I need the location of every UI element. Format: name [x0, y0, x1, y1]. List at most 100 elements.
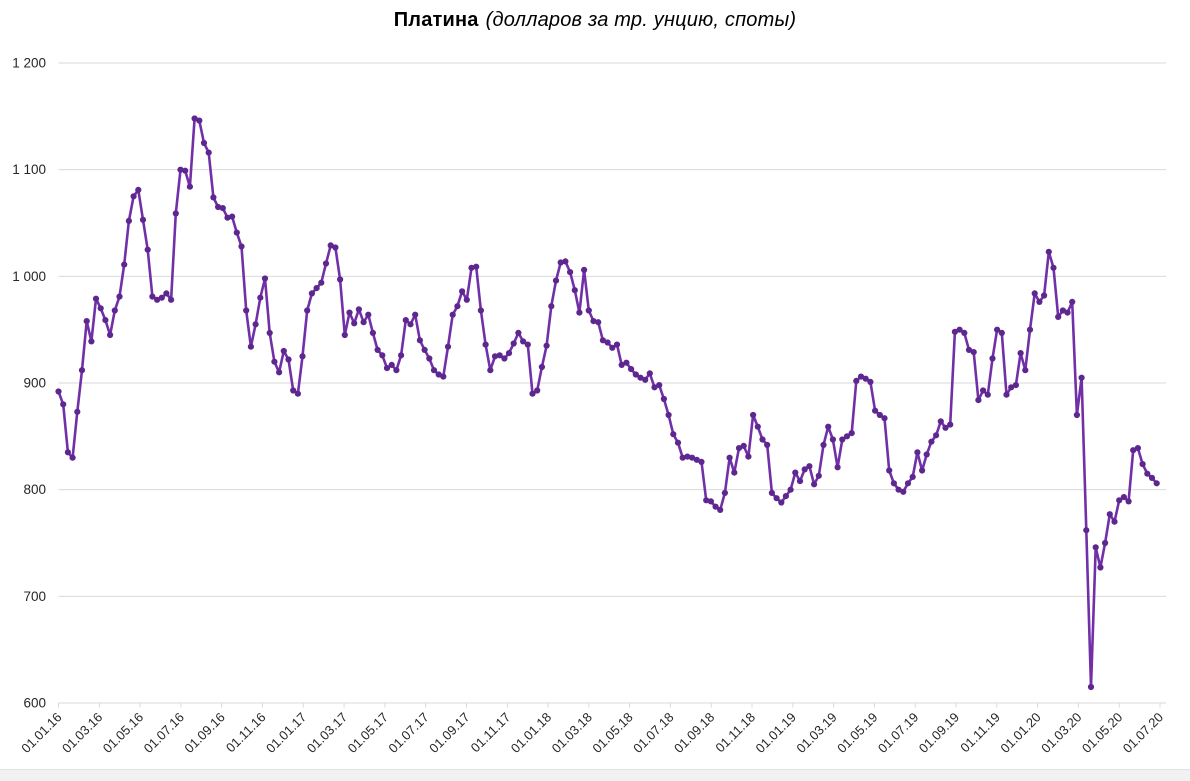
data-point-marker	[524, 341, 531, 348]
x-axis-label: 01.07.19	[875, 710, 921, 756]
price-line-series	[57, 117, 1158, 689]
y-axis-label: 1 200	[12, 56, 46, 71]
y-axis-label: 900	[23, 376, 46, 391]
x-axis-label: 01.07.16	[141, 710, 187, 756]
data-point-marker	[665, 411, 672, 419]
data-point-marker	[459, 288, 466, 295]
data-point-marker	[233, 229, 240, 236]
x-axis-label: 01.09.17	[426, 710, 472, 756]
data-point-marker	[994, 326, 1001, 333]
data-point-marker	[970, 349, 977, 356]
data-point-marker	[674, 439, 682, 446]
data-point-marker	[337, 276, 344, 283]
data-point-marker	[182, 167, 189, 174]
data-point-marker	[1041, 292, 1048, 299]
data-point-marker	[787, 486, 794, 493]
data-point-marker	[346, 309, 353, 316]
data-point-marker	[520, 338, 527, 345]
data-point-marker	[562, 258, 569, 265]
data-point-marker	[632, 371, 639, 378]
data-point-marker	[529, 390, 536, 397]
data-point-marker	[900, 488, 907, 495]
x-axis-label: 01.03.18	[549, 710, 595, 756]
y-axis-label: 1 100	[12, 162, 46, 177]
x-axis-label: 01.07.20	[1120, 710, 1166, 756]
data-point-marker	[843, 433, 851, 440]
data-point-marker	[393, 367, 400, 374]
data-point-marker	[304, 307, 311, 314]
data-point-marker	[754, 423, 761, 430]
data-point-marker	[1097, 564, 1104, 571]
data-point-marker	[285, 356, 292, 363]
data-point-marker	[613, 341, 621, 348]
data-point-marker	[1045, 248, 1052, 255]
data-point-marker	[618, 361, 625, 368]
data-point-marker	[369, 329, 376, 336]
data-point-marker	[388, 361, 395, 368]
data-point-marker	[731, 469, 738, 476]
data-point-marker	[177, 166, 184, 173]
data-point-marker	[139, 216, 147, 223]
data-point-marker	[585, 307, 592, 314]
data-point-marker	[642, 376, 649, 383]
data-point-marker	[595, 319, 602, 326]
y-axis-label: 800	[23, 482, 46, 497]
data-point-marker	[951, 328, 959, 335]
data-point-marker	[247, 343, 254, 350]
data-point-marker	[271, 358, 278, 365]
data-point-marker	[890, 480, 898, 487]
data-point-marker	[839, 436, 846, 443]
data-point-marker	[989, 355, 996, 362]
data-point-marker	[980, 387, 987, 394]
data-point-marker	[928, 438, 935, 445]
data-point-marker	[576, 309, 583, 316]
data-point-marker	[88, 338, 95, 345]
data-point-marker	[355, 306, 362, 313]
data-point-marker	[942, 424, 949, 431]
chart-title-subtitle: (долларов за тр. унцию, споты)	[485, 9, 797, 31]
x-axis-label: 01.09.19	[916, 710, 962, 756]
data-point-marker	[750, 411, 757, 419]
data-point-marker	[740, 442, 747, 449]
data-point-marker	[834, 464, 841, 471]
data-point-marker	[229, 213, 236, 220]
data-point-marker	[1092, 544, 1099, 551]
data-point-marker	[501, 355, 508, 362]
y-axis-label: 1 000	[12, 269, 46, 284]
data-point-marker	[689, 454, 696, 461]
data-point-marker	[121, 261, 128, 268]
data-point-marker	[965, 346, 973, 353]
data-point-marker	[154, 296, 161, 303]
data-point-marker	[1055, 313, 1062, 320]
data-point-marker	[656, 382, 663, 389]
data-point-marker	[895, 486, 902, 493]
data-point-marker	[280, 347, 287, 355]
data-point-marker	[308, 290, 315, 297]
data-point-marker	[984, 391, 991, 398]
data-point-marker	[55, 388, 62, 395]
data-point-marker	[707, 498, 715, 505]
data-point-marker	[205, 149, 212, 156]
data-point-marker	[92, 295, 100, 302]
data-point-marker	[1008, 384, 1015, 391]
data-point-marker	[712, 503, 719, 510]
data-point-marker	[679, 454, 686, 461]
data-point-marker	[670, 431, 677, 438]
data-point-marker	[1083, 527, 1090, 534]
data-point-marker	[430, 367, 438, 374]
x-axis-label: 01.01.17	[263, 710, 309, 756]
x-axis-label: 01.09.16	[181, 710, 227, 756]
data-point-marker	[416, 337, 423, 344]
data-point-marker	[1064, 309, 1071, 316]
data-point-marker	[947, 421, 954, 428]
data-point-marker	[290, 387, 297, 394]
x-axis-label: 01.01.16	[18, 710, 64, 756]
data-point-marker	[1017, 350, 1024, 357]
data-point-marker	[477, 307, 484, 314]
data-point-marker	[1069, 298, 1076, 305]
x-axis-label: 01.03.19	[793, 710, 839, 756]
x-axis-label: 01.05.20	[1079, 710, 1125, 756]
data-point-marker	[867, 378, 874, 385]
data-point-marker	[463, 296, 470, 303]
data-point-marker	[191, 115, 198, 122]
